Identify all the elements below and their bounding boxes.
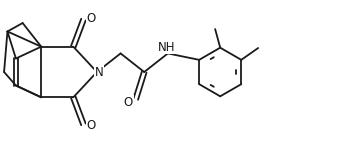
Text: NH: NH xyxy=(157,41,175,54)
Text: O: O xyxy=(86,119,95,131)
Text: O: O xyxy=(86,13,95,25)
Text: N: N xyxy=(95,66,104,78)
Text: O: O xyxy=(124,96,133,109)
